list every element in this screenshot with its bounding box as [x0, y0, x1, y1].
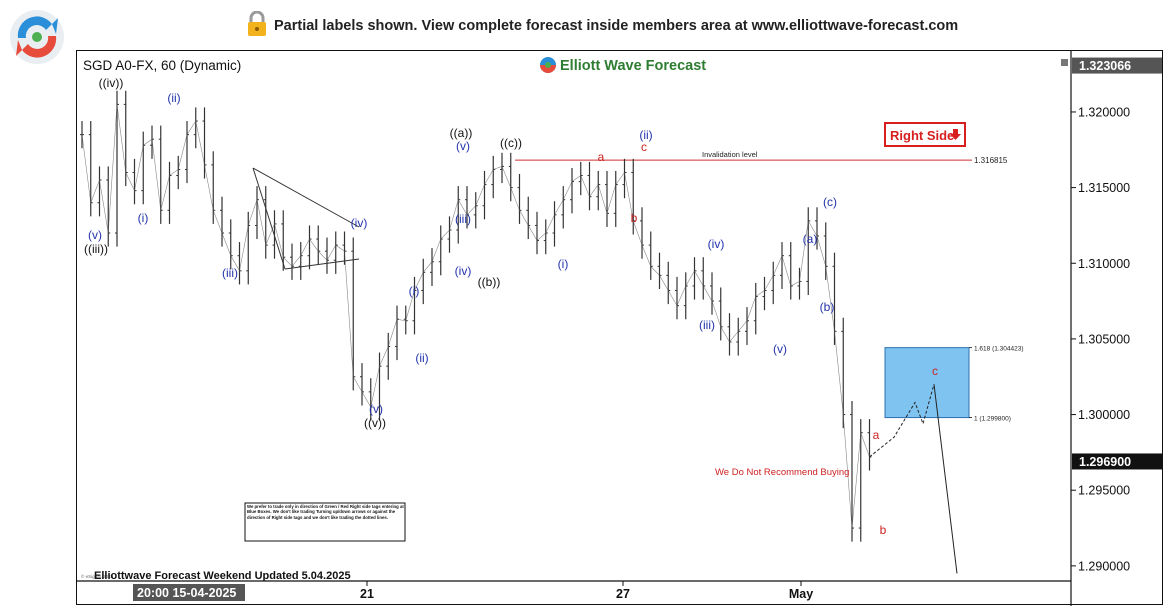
- elliottwave-logo-icon: [10, 10, 64, 64]
- chart: Invalidation level 1.316815 1.618 (1.3044…: [77, 51, 1162, 606]
- banner: Partial labels shown. View complete fore…: [0, 0, 1167, 64]
- x-tick-label: 27: [616, 587, 630, 601]
- lock-icon: [248, 11, 266, 36]
- y-tick-label: 1.295000: [1078, 484, 1130, 498]
- wave-label: (iii): [455, 212, 471, 226]
- wave-label: (ii): [639, 128, 652, 142]
- no-buy-note: We Do Not Recommend Buying: [715, 467, 849, 478]
- wave-label: (iv): [351, 216, 368, 230]
- x-tick-label: 21: [360, 587, 374, 601]
- box-bottom-label: 1 (1.299800): [974, 416, 1011, 423]
- chart-title: SGD A0-FX, 60 (Dynamic): [83, 58, 241, 73]
- wave-label: (iii): [699, 318, 715, 332]
- wave-label: (v): [456, 139, 470, 153]
- wave-label: (iii): [222, 266, 238, 280]
- right-side-badge: Right Side: [884, 122, 966, 147]
- wave-label: (ii): [167, 91, 180, 105]
- wave-label: ((a)): [450, 126, 473, 140]
- x-cursor-tag: [133, 584, 245, 601]
- y-tick-label: 1.300000: [1078, 408, 1130, 422]
- wave-label: (i): [558, 257, 569, 271]
- y-tick-label: 1.310000: [1078, 257, 1130, 271]
- disclaimer-box: We prefer to trade only in direction of …: [244, 502, 406, 542]
- triangle-pattern: [252, 167, 360, 270]
- wave-label: (b): [820, 300, 835, 314]
- blue-box: [884, 347, 970, 419]
- wave-label: ((v)): [364, 416, 386, 430]
- footer-updated: Elliottwave Forecast Weekend Updated 5.0…: [94, 570, 351, 582]
- wave-label: b: [880, 523, 887, 537]
- disclaimer-text: We prefer to trade only in direction of …: [247, 504, 404, 520]
- projection-solid: [933, 384, 958, 574]
- wave-label: c: [641, 140, 647, 154]
- price-tag-top: [1072, 57, 1162, 74]
- wave-label: ((iii)): [84, 242, 108, 256]
- price-tag-top-label: 1.323066: [1079, 59, 1131, 73]
- wave-label: (v): [773, 342, 787, 356]
- wave-label: a: [873, 428, 880, 442]
- wave-label: (i): [409, 284, 420, 298]
- wave-label: (iv): [455, 264, 472, 278]
- invalidation-label: Invalidation level: [702, 150, 758, 159]
- wave-label: c: [932, 364, 938, 378]
- wave-label: (ii): [415, 351, 428, 365]
- projection-dotted: [869, 384, 935, 458]
- invalidation-value: 1.316815: [974, 156, 1008, 165]
- y-tick-label: 1.305000: [1078, 332, 1130, 346]
- brand-text: Elliott Wave Forecast: [560, 58, 706, 74]
- box-top-label: 1.618 (1.304423): [974, 346, 1024, 353]
- wave-label: ((b)): [478, 275, 501, 289]
- y-tick-label: 1.315000: [1078, 181, 1130, 195]
- wave-label: (v): [369, 402, 383, 416]
- price-series-line: [81, 104, 870, 529]
- arrow-down-icon: [950, 129, 961, 140]
- wave-label: (i): [138, 211, 149, 225]
- wave-label: ((iv)): [99, 76, 124, 90]
- brand: Elliott Wave Forecast: [540, 57, 706, 74]
- wave-label: ((c)): [500, 136, 522, 150]
- x-cursor-label: 20:00 15-04-2025: [137, 586, 236, 600]
- chart-frame: Invalidation level 1.316815 1.618 (1.3044…: [76, 50, 1163, 606]
- right-side-label: Right Side: [890, 128, 954, 143]
- banner-text[interactable]: Partial labels shown. View complete fore…: [274, 18, 959, 34]
- wave-label: b: [631, 211, 638, 225]
- copyright: © eSignal, 2025: [81, 573, 114, 579]
- wave-label: (c): [823, 195, 837, 209]
- menu-square-icon[interactable]: [1061, 59, 1068, 66]
- price-tag-current-label: 1.296900: [1079, 455, 1131, 469]
- wave-label: (a): [803, 232, 818, 246]
- x-tick-label: May: [789, 587, 813, 601]
- wave-label: a: [598, 150, 605, 164]
- y-tick-label: 1.320000: [1078, 105, 1130, 119]
- wave-label: (iv): [708, 237, 725, 251]
- wave-label: (v): [88, 228, 102, 242]
- price-tag-current: [1072, 453, 1162, 470]
- y-tick-label: 1.290000: [1078, 559, 1130, 573]
